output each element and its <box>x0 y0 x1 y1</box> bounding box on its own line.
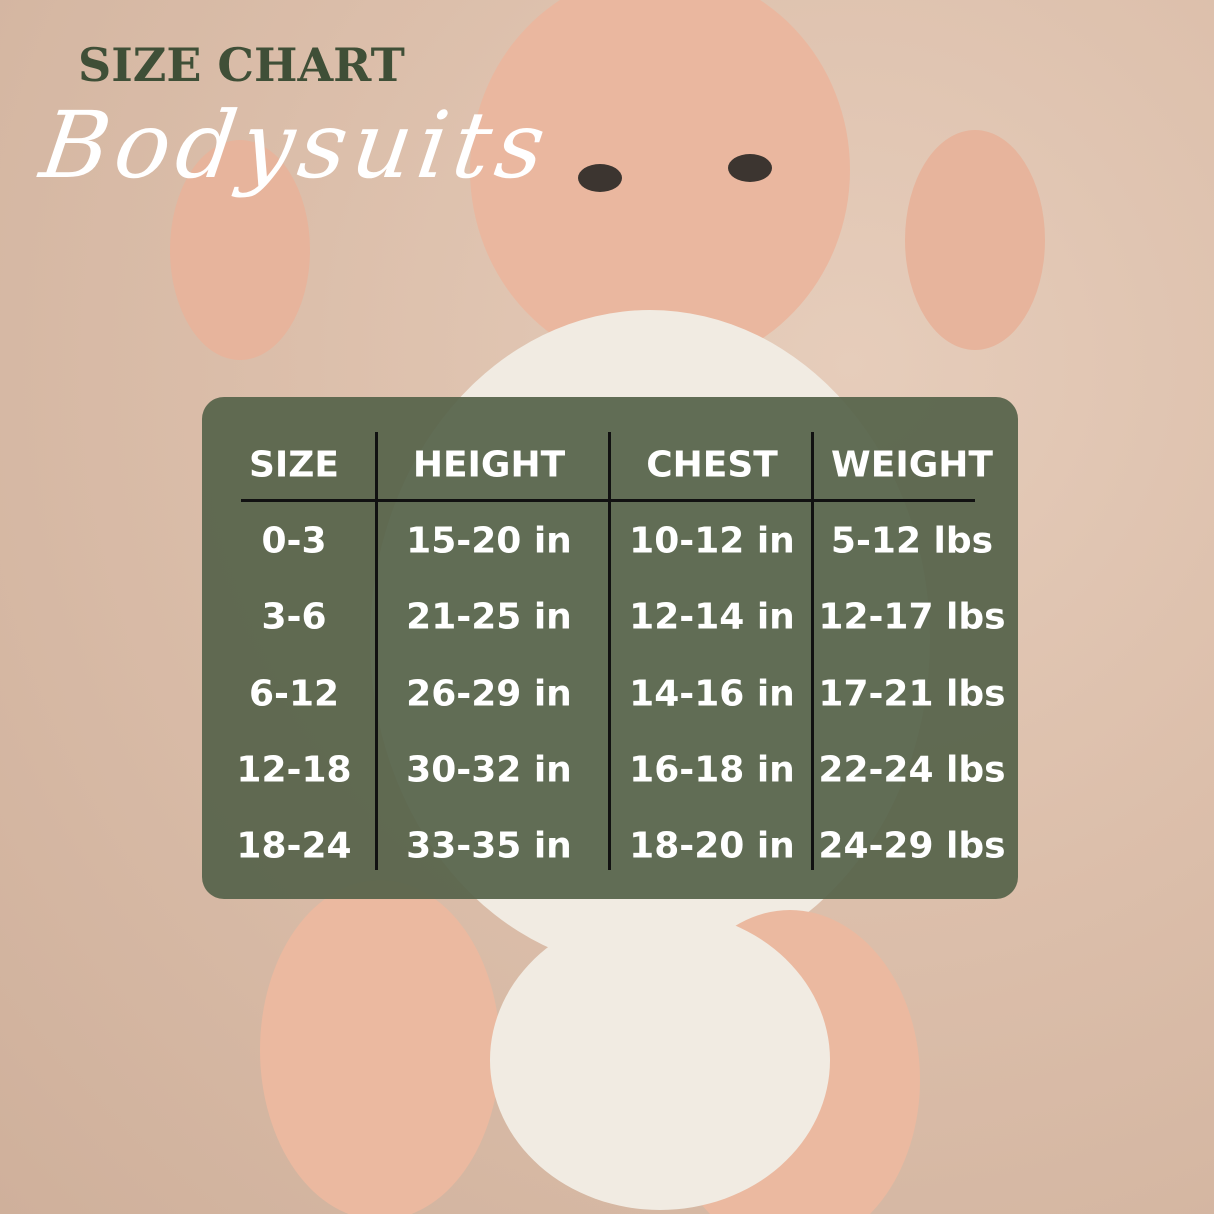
table-cell: 24-29 lbs <box>818 825 1006 867</box>
column-header: HEIGHT <box>412 444 566 486</box>
table-cell: 30-32 in <box>406 749 572 791</box>
column-header: CHEST <box>646 444 778 486</box>
header-divider <box>241 499 975 502</box>
table-cell: 12-18 <box>236 749 352 791</box>
table-cell: 22-24 lbs <box>818 749 1006 791</box>
table-cell: 17-21 lbs <box>818 673 1006 715</box>
bodysuits-subtitle: Bodysuits <box>34 92 558 199</box>
column-divider <box>608 432 611 870</box>
table-cell: 18-20 in <box>629 825 795 867</box>
table-cell: 33-35 in <box>406 825 572 867</box>
table-cell: 10-12 in <box>629 520 795 562</box>
column-header: SIZE <box>248 444 340 486</box>
table-cell: 6-12 <box>248 673 340 715</box>
table-cell: 12-14 in <box>629 596 795 638</box>
table-cell: 14-16 in <box>629 673 795 715</box>
table-cell: 21-25 in <box>406 596 572 638</box>
column-divider <box>811 432 814 870</box>
table-cell: 0-3 <box>261 520 327 562</box>
table-cell: 12-17 lbs <box>818 596 1006 638</box>
column-header: WEIGHT <box>831 444 993 486</box>
table-cell: 15-20 in <box>406 520 572 562</box>
table-cell: 16-18 in <box>629 749 795 791</box>
table-cell: 5-12 lbs <box>830 520 994 562</box>
column-divider <box>375 432 378 870</box>
table-cell: 3-6 <box>261 596 327 638</box>
size-chart-title: SIZE CHART <box>78 38 405 92</box>
table-cell: 26-29 in <box>406 673 572 715</box>
table-cell: 18-24 <box>236 825 352 867</box>
